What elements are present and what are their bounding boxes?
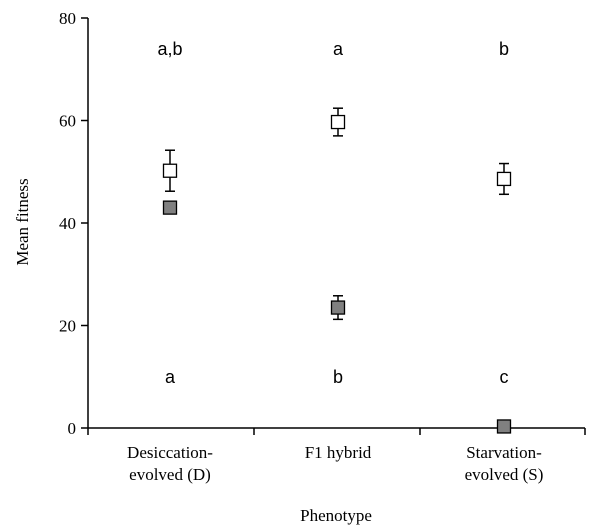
y-tick-label: 60: [59, 112, 76, 131]
x-ticks: Desiccation-evolved (D) F1 hybrid Starvati…: [87, 428, 586, 484]
y-tick-label: 40: [59, 214, 76, 233]
significance-labels: a,b a b a b c: [157, 39, 509, 387]
x-axis: Desiccation-evolved (D) F1 hybrid Starvati…: [87, 427, 586, 484]
filled-square-point: [330, 300, 346, 315]
filled-square-point: [496, 419, 512, 434]
y-tick-label: 20: [59, 317, 76, 336]
y-ticks: 0 20 40 60 80: [59, 9, 88, 438]
x-category-label: Desiccation-evolved (D): [127, 443, 213, 484]
open-square-point: [496, 171, 512, 187]
x-axis-title: Phenotype: [300, 506, 372, 525]
significance-letter: c: [500, 367, 509, 387]
significance-letter: a: [333, 39, 344, 59]
open-square-point: [162, 163, 178, 178]
y-axis-title: Mean fitness: [13, 178, 32, 265]
y-tick-label: 0: [68, 419, 77, 438]
filled-square-point: [162, 200, 178, 215]
x-category-label: F1 hybrid: [305, 443, 372, 462]
open-square-point: [330, 114, 346, 130]
significance-letter: a: [165, 367, 176, 387]
significance-letter: b: [333, 367, 343, 387]
x-category-label: Starvation-evolved (S): [465, 443, 544, 484]
plot-area: [162, 107, 512, 434]
significance-letter: b: [499, 39, 509, 59]
significance-letter: a,b: [157, 39, 182, 59]
y-tick-label: 80: [59, 9, 76, 28]
y-axis: 0 20 40 60 80: [59, 9, 89, 438]
